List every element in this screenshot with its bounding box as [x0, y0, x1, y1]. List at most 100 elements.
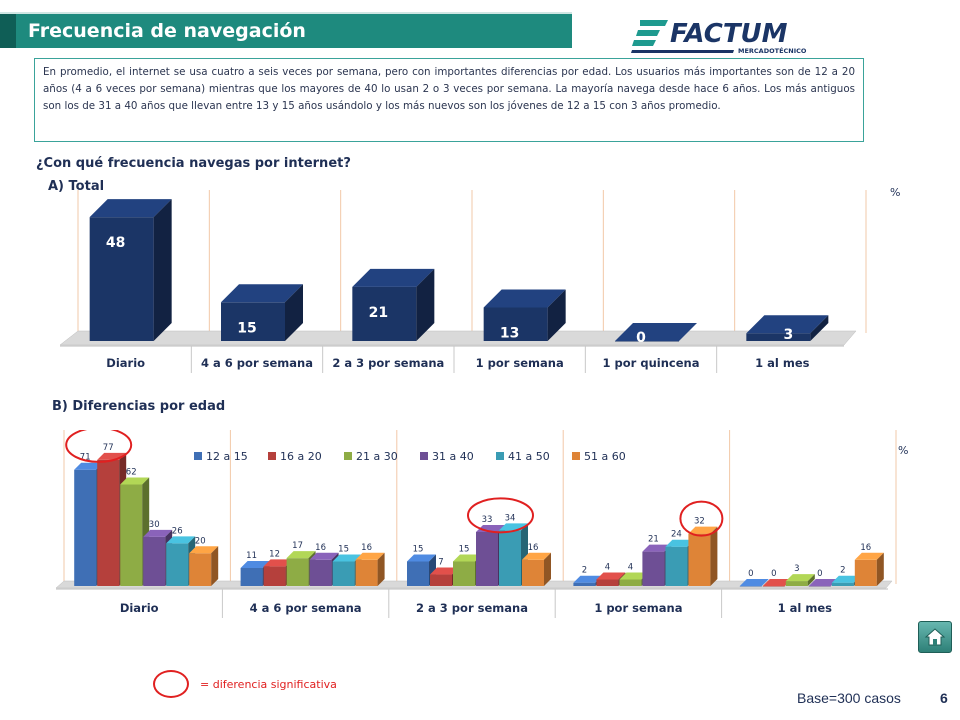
age-bar: [688, 526, 718, 586]
age-bar-value: 16: [528, 543, 539, 553]
total-bar-value: 3: [783, 327, 793, 343]
age-bar-front: [665, 546, 688, 586]
question-title: ¿Con qué frecuencia navegas por internet…: [36, 156, 351, 171]
age-bar-front: [332, 561, 355, 586]
age-bar-value: 16: [860, 543, 871, 553]
total-bar-top: [221, 284, 303, 303]
age-bar-top: [739, 579, 769, 586]
age-bar-top: [263, 559, 293, 567]
legend-swatch: [572, 452, 580, 460]
age-bar-value: 2: [840, 566, 845, 576]
category-label-b: 1 al mes: [778, 601, 832, 615]
age-bar-side: [544, 552, 551, 586]
unit-b-label: %: [898, 444, 909, 457]
total-bar: [483, 289, 566, 341]
category-label-b: 1 por semana: [594, 601, 682, 615]
category-label-b: 2 a 3 por semana: [416, 601, 528, 615]
legend-swatch: [268, 452, 276, 460]
age-bar-top: [143, 529, 173, 537]
total-bar-front: [483, 307, 548, 341]
age-bar-front: [831, 582, 854, 586]
total-bar-front: [352, 286, 417, 341]
total-bar-front: [615, 341, 679, 342]
age-bar-front: [522, 559, 544, 586]
age-bar-front: [143, 536, 166, 586]
age-bar-front: [808, 586, 831, 587]
age-bar-top: [831, 575, 861, 583]
legend-label: 16 a 20: [280, 450, 322, 463]
age-bar-front: [430, 574, 452, 586]
title-accent: [0, 14, 16, 48]
age-bar-front: [97, 459, 120, 586]
age-bar-value: 33: [482, 515, 493, 525]
category-label-a: 1 al mes: [755, 356, 809, 370]
home-button[interactable]: [918, 621, 952, 653]
category-label-a: 2 a 3 por semana: [332, 356, 444, 370]
total-bar: [89, 199, 172, 341]
chart-a-floor: [59, 330, 857, 346]
total-bar-side: [547, 289, 566, 341]
total-bar-top: [615, 323, 697, 341]
base-count: Base=300 casos: [797, 690, 901, 706]
age-bar-top: [309, 552, 339, 560]
section-b-title: B) Diferencias por edad: [52, 399, 226, 414]
legend-label: 31 a 40: [432, 450, 474, 463]
age-bar-value: 24: [671, 530, 682, 540]
age-bar-front: [453, 561, 475, 586]
significance-note: = diferencia significativa: [200, 678, 337, 691]
age-bar-front: [240, 567, 263, 586]
title-underline: [0, 12, 572, 14]
age-bar-front: [619, 579, 642, 586]
age-bar-top: [355, 552, 385, 560]
age-bar-top: [688, 526, 718, 534]
age-bar-front: [854, 559, 877, 586]
total-bar-top: [746, 315, 829, 334]
logo-mark: [632, 20, 668, 46]
age-bar-value: 16: [361, 543, 372, 553]
significance-marker: [679, 500, 724, 537]
age-bar-front: [573, 582, 596, 586]
category-label-a: 1 por quincena: [603, 356, 700, 370]
section-a-title: A) Total: [48, 179, 105, 194]
age-bar-value: 77: [103, 443, 114, 453]
age-bar-value: 15: [459, 544, 470, 554]
total-bar-value: 21: [369, 305, 388, 321]
age-bar-value: 32: [694, 517, 705, 527]
age-bar-value: 62: [126, 467, 137, 477]
intro-text: En promedio, el internet se usa cuatro a…: [43, 66, 855, 112]
age-bar-value: 20: [195, 536, 206, 546]
age-bar-front: [739, 586, 762, 587]
category-label-a: Diario: [106, 356, 145, 370]
age-bar-front: [499, 530, 521, 586]
age-bar-top: [522, 552, 551, 560]
total-bar: [221, 284, 303, 341]
age-bar-top: [854, 552, 884, 560]
age-bar-front: [166, 543, 189, 586]
age-bar: [808, 579, 838, 587]
age-bar-front: [189, 553, 212, 586]
significance-marker: [65, 430, 133, 463]
age-bar-value: 15: [413, 544, 424, 554]
age-bar: [739, 579, 769, 587]
age-bar-top: [430, 567, 459, 575]
age-bar: [785, 574, 815, 586]
intro-box: En promedio, el internet se usa cuatro a…: [34, 58, 864, 142]
age-bar-top: [332, 554, 362, 562]
age-bar-top: [286, 551, 316, 559]
home-icon: [924, 628, 946, 646]
logo-sub: MERCADOTÉCNICO: [738, 46, 807, 55]
category-label-a: 4 a 6 por semana: [201, 356, 313, 370]
legend-label: 12 a 15: [206, 450, 248, 463]
factum-logo: FACTUM MERCADOTÉCNICO: [631, 19, 807, 55]
total-bar-front: [221, 302, 285, 341]
total-bar-top: [89, 199, 172, 218]
legend-label: 21 a 30: [356, 450, 398, 463]
age-bar-front: [74, 469, 97, 586]
age-bar-top: [785, 574, 815, 582]
age-bar-top: [240, 560, 270, 568]
legend-swatch: [496, 452, 504, 460]
total-bar: [615, 323, 697, 342]
significance-circle: [153, 670, 189, 698]
age-bar-front: [286, 558, 309, 586]
total-bar-side: [416, 268, 435, 341]
